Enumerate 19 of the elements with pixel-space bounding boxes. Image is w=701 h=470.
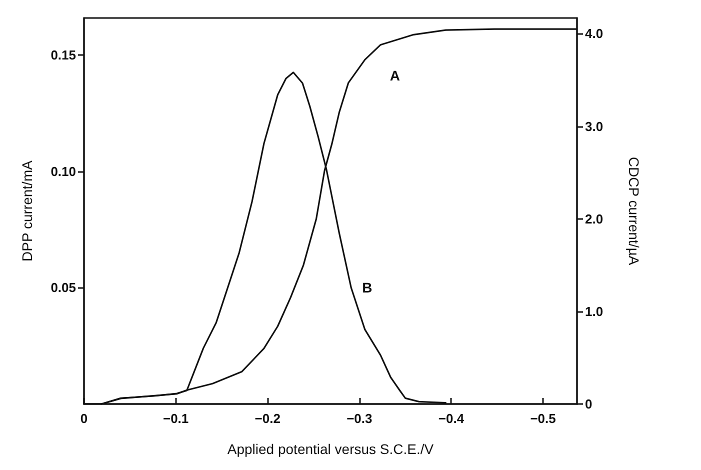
y2-tick-label: 4.0 xyxy=(585,26,604,42)
y-tick-label: 0.05 xyxy=(50,280,76,296)
x-tick-label: 0 xyxy=(80,411,88,426)
series-label: A xyxy=(390,68,400,84)
x-tick-label: −0.1 xyxy=(162,411,189,426)
y-tick-label: 0.15 xyxy=(50,48,76,63)
y2-axis-title: CDCP current/µA xyxy=(626,156,642,266)
y2-tick-label: 0 xyxy=(585,396,592,412)
x-tick-label: −0.4 xyxy=(438,411,465,426)
y-axis-title: DPP current/mA xyxy=(19,160,35,262)
y2-tick-label: 2.0 xyxy=(585,211,604,226)
series-label: B xyxy=(362,280,372,296)
x-tick-label: −0.3 xyxy=(346,411,372,426)
y-tick-label: 0.10 xyxy=(50,164,76,179)
x-tick-label: −0.2 xyxy=(254,411,280,426)
x-axis-title: Applied potential versus S.C.E./V xyxy=(227,441,434,457)
y2-tick-label: 3.0 xyxy=(585,118,604,134)
y2-tick-label: 1.0 xyxy=(585,304,604,319)
x-tick-label: −0.5 xyxy=(530,411,556,426)
